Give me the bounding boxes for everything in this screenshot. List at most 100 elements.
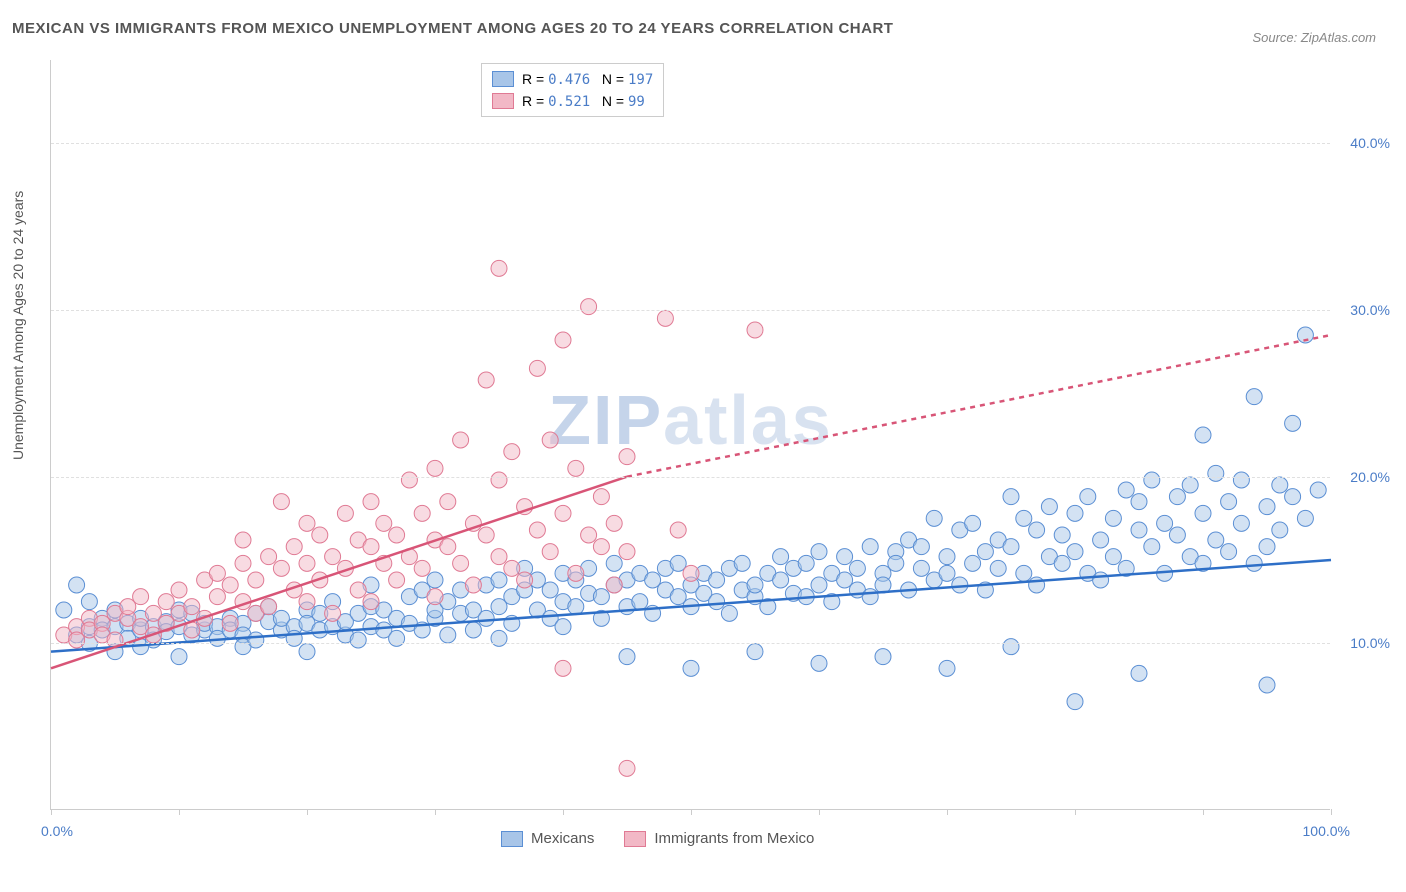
data-point xyxy=(414,505,430,521)
data-point xyxy=(709,594,725,610)
data-point xyxy=(491,549,507,565)
data-point xyxy=(453,555,469,571)
data-point xyxy=(798,555,814,571)
x-tick xyxy=(1075,809,1076,815)
data-point xyxy=(709,572,725,588)
data-point xyxy=(440,627,456,643)
data-point xyxy=(350,632,366,648)
data-point xyxy=(581,527,597,543)
data-point xyxy=(1157,515,1173,531)
data-point xyxy=(555,619,571,635)
data-point xyxy=(491,260,507,276)
data-point xyxy=(363,594,379,610)
data-point xyxy=(376,515,392,531)
data-point xyxy=(619,649,635,665)
data-point xyxy=(862,539,878,555)
data-point xyxy=(350,582,366,598)
data-point xyxy=(555,332,571,348)
data-point xyxy=(568,565,584,581)
data-point xyxy=(171,582,187,598)
data-point xyxy=(747,644,763,660)
data-point xyxy=(542,544,558,560)
data-point xyxy=(837,549,853,565)
data-point xyxy=(414,560,430,576)
data-point xyxy=(875,649,891,665)
data-point xyxy=(811,544,827,560)
data-point xyxy=(1310,482,1326,498)
data-point xyxy=(683,660,699,676)
data-point xyxy=(465,622,481,638)
data-point xyxy=(888,555,904,571)
legend-series-item: Mexicans xyxy=(501,830,594,847)
data-point xyxy=(862,589,878,605)
data-point xyxy=(325,549,341,565)
scatter-plot-svg xyxy=(51,60,1330,809)
data-point xyxy=(849,560,865,576)
regression-line xyxy=(627,335,1331,477)
data-point xyxy=(1233,515,1249,531)
data-point xyxy=(606,515,622,531)
legend-correlation-stats: R = 0.476 N = 197 R = 0.521 N = 99 xyxy=(481,63,664,117)
legend-swatch xyxy=(624,831,646,847)
data-point xyxy=(427,572,443,588)
data-point xyxy=(593,489,609,505)
legend-stat-text: R = 0.521 N = 99 xyxy=(522,93,645,110)
data-point xyxy=(517,572,533,588)
data-point xyxy=(1054,555,1070,571)
data-point xyxy=(1221,544,1237,560)
data-point xyxy=(1029,522,1045,538)
data-point xyxy=(222,577,238,593)
data-point xyxy=(209,565,225,581)
data-point xyxy=(670,522,686,538)
data-point xyxy=(542,582,558,598)
legend-stat-row: R = 0.476 N = 197 xyxy=(492,68,653,90)
data-point xyxy=(1246,389,1262,405)
data-point xyxy=(491,572,507,588)
x-tick-label: 0.0% xyxy=(41,823,73,839)
legend-series: Mexicans Immigrants from Mexico xyxy=(501,830,814,847)
data-point xyxy=(619,760,635,776)
data-point xyxy=(811,655,827,671)
data-point xyxy=(1029,577,1045,593)
data-point xyxy=(593,589,609,605)
data-point xyxy=(1080,489,1096,505)
data-point xyxy=(337,505,353,521)
data-point xyxy=(657,310,673,326)
data-point xyxy=(363,539,379,555)
legend-series-item: Immigrants from Mexico xyxy=(624,830,814,847)
data-point xyxy=(171,649,187,665)
x-tick xyxy=(51,809,52,815)
data-point xyxy=(504,560,520,576)
data-point xyxy=(1259,499,1275,515)
data-point xyxy=(184,599,200,615)
data-point xyxy=(632,594,648,610)
data-point xyxy=(1093,532,1109,548)
data-point xyxy=(1067,544,1083,560)
gridline xyxy=(51,643,1330,644)
y-tick-label: 20.0% xyxy=(1350,469,1390,485)
data-point xyxy=(1016,510,1032,526)
data-point xyxy=(312,527,328,543)
data-point xyxy=(1131,665,1147,681)
data-point xyxy=(606,555,622,571)
data-point xyxy=(1208,532,1224,548)
data-point xyxy=(1041,499,1057,515)
x-tick xyxy=(563,809,564,815)
data-point xyxy=(261,549,277,565)
data-point xyxy=(389,572,405,588)
data-point xyxy=(478,610,494,626)
data-point xyxy=(529,360,545,376)
data-point xyxy=(478,527,494,543)
data-point xyxy=(133,589,149,605)
data-point xyxy=(747,577,763,593)
data-point xyxy=(1195,505,1211,521)
data-point xyxy=(81,594,97,610)
data-point xyxy=(69,577,85,593)
data-point xyxy=(721,605,737,621)
data-point xyxy=(299,644,315,660)
data-point xyxy=(1131,494,1147,510)
data-point xyxy=(913,539,929,555)
data-point xyxy=(773,572,789,588)
data-point xyxy=(747,322,763,338)
x-tick xyxy=(819,809,820,815)
